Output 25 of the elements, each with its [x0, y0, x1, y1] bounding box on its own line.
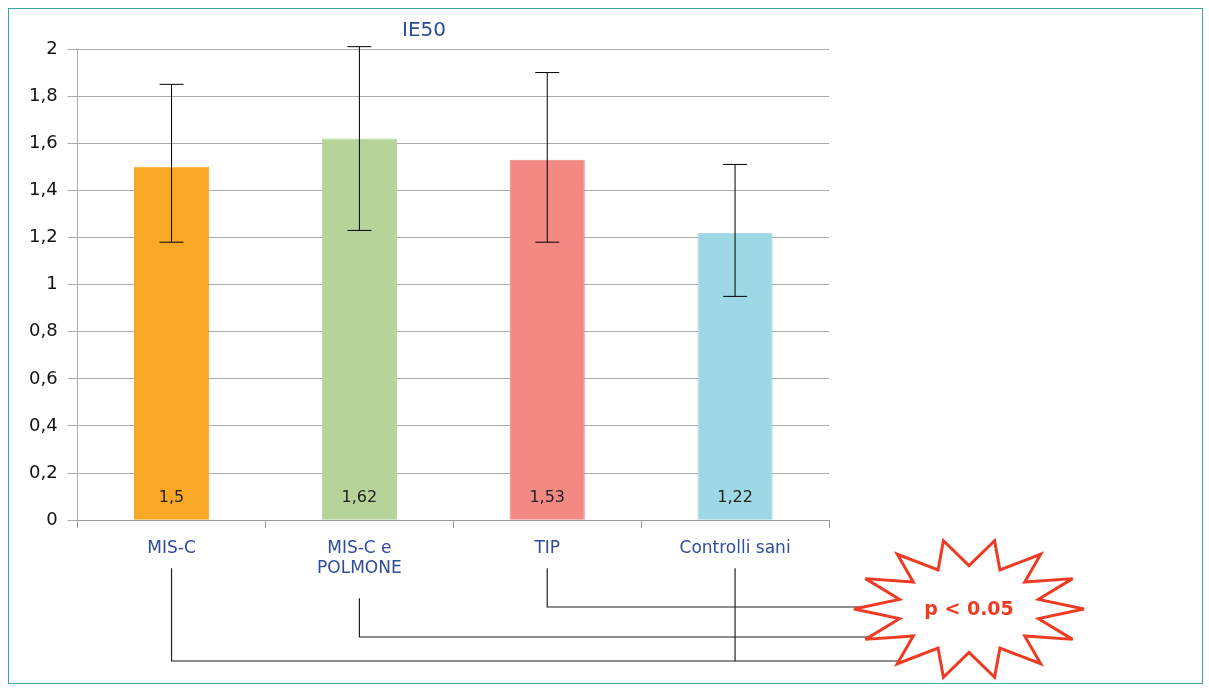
- y-tick-label: 0,4: [28, 413, 58, 435]
- x-tick-label: TIP: [533, 536, 561, 557]
- data-label: 1,62: [341, 487, 378, 507]
- x-tick-label: MIS-C e POLMONE: [317, 536, 402, 578]
- x-tick-label: MIS-C: [147, 536, 196, 557]
- bar: [509, 159, 585, 520]
- bar: [321, 138, 397, 520]
- y-tick-label: 1,4: [28, 178, 58, 200]
- chart-title: IE50: [402, 17, 446, 42]
- data-label: 1,22: [717, 487, 753, 507]
- y-tick-label: 1,2: [28, 225, 58, 247]
- x-tick-label: Controlli sani: [679, 536, 791, 557]
- y-tick-label: 0: [46, 507, 58, 529]
- y-tick-label: 1,6: [28, 130, 58, 152]
- bar: [133, 166, 210, 520]
- y-tick-label: 0,6: [28, 366, 58, 388]
- y-tick-label: 0,8: [28, 319, 58, 341]
- text: p < 0.05: [923, 597, 1015, 619]
- y-tick-label: 2: [46, 36, 58, 58]
- y-tick-label: 0,2: [28, 460, 58, 482]
- y-tick-label: 1: [46, 272, 58, 294]
- data-label: 1,53: [529, 487, 566, 507]
- data-label: 1,5: [158, 487, 185, 507]
- y-tick-label: 1,8: [28, 83, 58, 105]
- bar: [697, 232, 773, 520]
